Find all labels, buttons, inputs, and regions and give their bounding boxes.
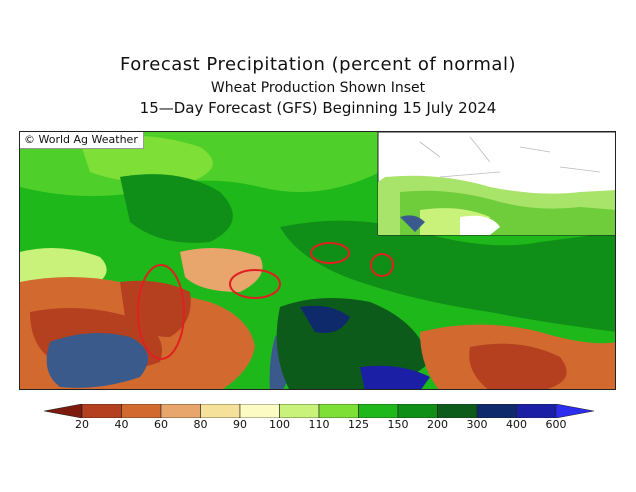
- legend-tick-label: 600: [545, 418, 567, 431]
- legend-swatch: [279, 404, 320, 418]
- legend-swatch: [160, 404, 201, 418]
- legend-swatch: [200, 404, 241, 418]
- legend-tick-label: 125: [348, 418, 369, 431]
- legend-tick-label: 80: [193, 418, 208, 431]
- legend-tick-label: 60: [154, 418, 168, 431]
- legend-tick-label: 150: [387, 418, 409, 431]
- forecast-period: 15—Day Forecast (GFS) Beginning 15 July …: [139, 99, 497, 117]
- wheat-inset-map: [377, 132, 615, 236]
- chart-subtitle: Wheat Production Shown Inset: [210, 80, 426, 96]
- legend-swatch: [397, 404, 438, 418]
- highlight-oval-1: [137, 264, 185, 360]
- copyright-credit: © World Ag Weather: [20, 132, 144, 149]
- legend-tick-label: 300: [466, 418, 488, 431]
- legend-tick-label: 40: [114, 418, 129, 431]
- color-legend-bar: [44, 404, 594, 418]
- highlight-oval-4: [370, 253, 394, 277]
- precipitation-map: © World Ag Weather: [19, 131, 616, 390]
- very-wet-zone-2: [360, 365, 430, 389]
- legend-swatch: [121, 404, 162, 418]
- legend-tick-label: 110: [308, 418, 330, 431]
- highlight-oval-3: [310, 242, 350, 264]
- legend-arrow-low: [44, 404, 83, 418]
- legend-swatch: [516, 404, 557, 418]
- legend-tick-label: 200: [427, 418, 448, 431]
- legend-tick-label: 400: [506, 418, 527, 431]
- precip-zone-ukraine: [180, 248, 263, 292]
- chart-title: Forecast Precipitation (percent of norma…: [120, 54, 516, 75]
- dry-zone-east-core: [469, 343, 567, 389]
- precip-zone-dark: [120, 174, 233, 243]
- map-canvas: [20, 132, 615, 389]
- legend-swatch: [437, 404, 478, 418]
- legend-tick-label: 20: [75, 418, 89, 431]
- legend-swatch: [358, 404, 399, 418]
- legend-swatch: [318, 404, 359, 418]
- legend-swatch: [239, 404, 280, 418]
- precip-zone-east: [280, 220, 615, 332]
- highlight-oval-2: [229, 269, 281, 299]
- legend-tick-label: 90: [233, 418, 247, 431]
- legend-swatch: [81, 404, 122, 418]
- legend-tick-label: 100: [269, 418, 290, 431]
- legend-arrow-high: [555, 404, 594, 418]
- black-sea: [46, 333, 148, 388]
- legend-swatch: [476, 404, 517, 418]
- very-wet-zone-1: [300, 305, 350, 333]
